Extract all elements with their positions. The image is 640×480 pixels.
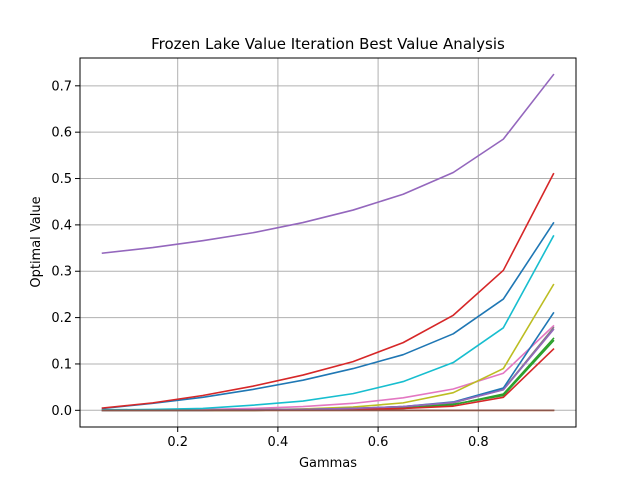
x-axis-ticks: 0.2 0.4 0.6 0.8 [167,427,489,450]
x-tick-label: 0.6 [368,435,389,450]
y-tick-label: 0.3 [51,265,72,280]
grid [80,58,576,427]
y-axis-ticks: 0.0 0.1 0.2 0.3 0.4 0.5 0.6 0.7 [51,79,80,419]
series-lines [101,73,555,412]
series-line-1 [101,221,555,410]
x-tick-label: 0.2 [167,435,188,450]
y-tick-label: 0.4 [51,218,72,233]
series-line-10 [101,234,555,411]
y-tick-label: 0.1 [51,357,72,372]
chart-title: Frozen Lake Value Iteration Best Value A… [151,35,505,53]
x-tick-label: 0.4 [268,435,289,450]
y-axis-label: Optimal Value [29,196,44,287]
y-tick-label: 0.0 [51,404,72,419]
series-line-4 [101,172,555,409]
series-line-5 [101,73,555,255]
x-axis-label: Gammas [299,456,357,471]
y-tick-label: 0.5 [51,172,72,187]
x-tick-label: 0.8 [468,435,489,450]
y-tick-label: 0.2 [51,311,72,326]
y-tick-label: 0.6 [51,126,72,141]
plot-frame [79,57,577,428]
y-tick-label: 0.7 [51,79,72,94]
